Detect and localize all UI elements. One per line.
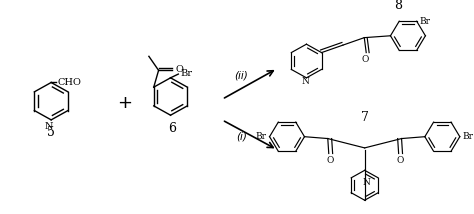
Text: 6: 6 bbox=[168, 122, 176, 135]
Text: (ii): (ii) bbox=[235, 71, 248, 81]
Text: 8: 8 bbox=[394, 0, 402, 12]
Text: Br: Br bbox=[419, 17, 430, 26]
Text: 7: 7 bbox=[361, 111, 369, 123]
Text: N: N bbox=[45, 122, 54, 131]
Text: O: O bbox=[362, 55, 369, 64]
Text: 5: 5 bbox=[47, 126, 55, 140]
Text: Br: Br bbox=[180, 69, 192, 78]
Text: O: O bbox=[326, 156, 333, 165]
Text: Br: Br bbox=[463, 132, 474, 141]
Text: +: + bbox=[118, 94, 132, 112]
Text: Br: Br bbox=[255, 132, 267, 141]
Text: N: N bbox=[363, 178, 371, 187]
Text: N: N bbox=[301, 77, 310, 86]
Text: O: O bbox=[397, 156, 404, 165]
Text: (i): (i) bbox=[236, 132, 247, 142]
Text: O: O bbox=[175, 65, 183, 74]
Text: CHO: CHO bbox=[58, 78, 82, 87]
